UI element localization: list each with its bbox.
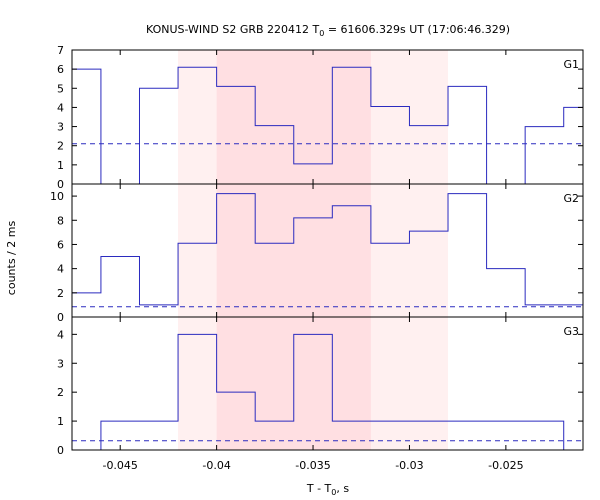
histogram-g2 (72, 193, 583, 306)
y-tick-label: 3 (57, 357, 64, 370)
y-tick-label: 5 (57, 82, 64, 95)
y-tick-label: 3 (57, 121, 64, 134)
x-tick-label: -0.03 (395, 459, 423, 472)
y-axis-label: counts / 2 ms (5, 221, 18, 296)
x-axis-label: T - T0, s (306, 482, 349, 497)
panel-label: G2 (563, 192, 579, 205)
y-tick-label: 7 (57, 44, 64, 57)
x-tick-label: -0.025 (488, 459, 523, 472)
y-tick-label: 6 (57, 63, 64, 76)
x-tick-label: -0.04 (202, 459, 230, 472)
histogram-g3 (72, 333, 583, 450)
y-tick-label: 10 (50, 190, 64, 203)
x-tick-label: -0.045 (102, 459, 137, 472)
panel-g3: 0 1 2 3 4 G3 (57, 316, 584, 457)
y-tick-label: 1 (57, 415, 64, 428)
y-tick-label: 2 (57, 140, 64, 153)
histogram-g1 (72, 66, 583, 184)
y-tick-label: 2 (57, 287, 64, 300)
y-tick-label: 0 (57, 178, 64, 191)
y-tick-label: 4 (57, 101, 64, 114)
y-tick-label: 4 (57, 263, 64, 276)
panel-label: G3 (563, 325, 579, 338)
chart-title: KONUS-WIND S2 GRB 220412 T0 = 61606.329s… (146, 23, 510, 38)
shaded-region-2 (216, 184, 371, 317)
y-tick-label: 2 (57, 386, 64, 399)
y-tick-label: 0 (57, 311, 64, 324)
panel-frame (71, 316, 584, 451)
y-tick-label: 4 (57, 328, 64, 341)
panel-g1: 0 1 2 3 4 5 6 7 G1 (57, 44, 584, 191)
panel-g2: 0 2 4 6 8 10 G2 (50, 183, 584, 324)
panel-label: G1 (563, 58, 579, 71)
panels-group: 0 1 2 3 4 5 6 7 G1 0 2 4 6 8 10 G2 0 1 2 3 4 G3 -0.045 -0.04 -0.… (50, 44, 584, 472)
y-tick-label: 0 (57, 444, 64, 457)
y-tick-label: 6 (57, 238, 64, 251)
y-tick-label: 1 (57, 159, 64, 172)
y-tick-label: 8 (57, 214, 64, 227)
x-tick-label: -0.035 (295, 459, 330, 472)
